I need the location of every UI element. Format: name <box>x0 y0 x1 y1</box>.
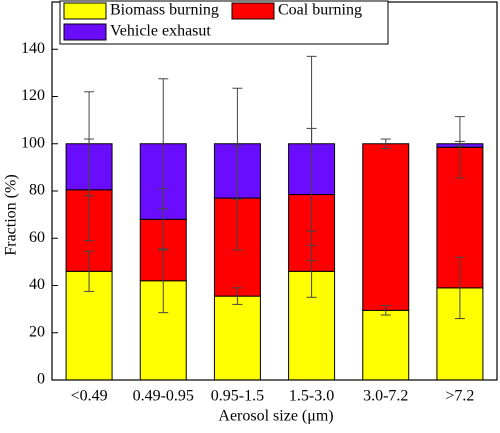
legend-label: Coal burning <box>278 2 362 19</box>
y-tick-label: 0 <box>37 371 45 388</box>
x-tick-label: 1.5-3.0 <box>289 388 334 405</box>
y-tick-label: 140 <box>21 40 45 57</box>
x-tick-label: <0.49 <box>71 388 108 405</box>
legend-swatch <box>231 2 275 20</box>
x-tick-label: 0.49-0.95 <box>133 388 194 405</box>
error-bar <box>454 116 465 179</box>
plot-frame <box>51 1 498 381</box>
error-bar <box>306 55 317 232</box>
x-tick-label: >7.2 <box>445 388 474 405</box>
error-bar <box>380 305 391 316</box>
error-bar <box>158 78 169 210</box>
y-tick-label: 20 <box>29 323 45 340</box>
y-tick-label: 120 <box>21 87 45 104</box>
legend-label: Vehicle exhasut <box>110 23 211 40</box>
legend-swatch <box>63 23 107 41</box>
x-tick-label: 0.95-1.5 <box>211 388 264 405</box>
bar-segment <box>362 143 410 311</box>
error-bar <box>232 87 243 200</box>
error-bar <box>380 138 391 149</box>
error-bar <box>84 250 95 292</box>
error-bar <box>454 140 465 147</box>
y-tick-label: 60 <box>29 229 45 246</box>
x-tick-label: 3.0-7.2 <box>363 388 408 405</box>
y-tick-label: 100 <box>21 134 45 151</box>
y-tick-label: 80 <box>29 182 45 199</box>
error-bar <box>232 287 243 305</box>
error-bar <box>454 256 465 320</box>
legend-swatch <box>63 2 107 20</box>
y-axis-label: Fraction (%) <box>3 174 20 255</box>
error-bar <box>84 91 95 197</box>
bar-segment <box>362 309 410 381</box>
legend-label: Biomass burning <box>110 2 219 19</box>
bar-segment <box>213 295 261 381</box>
x-axis-label: Aerosol size (μm) <box>218 408 333 425</box>
bar-segment <box>139 280 187 381</box>
legend-box <box>59 0 389 45</box>
y-tick-label: 40 <box>29 276 45 293</box>
